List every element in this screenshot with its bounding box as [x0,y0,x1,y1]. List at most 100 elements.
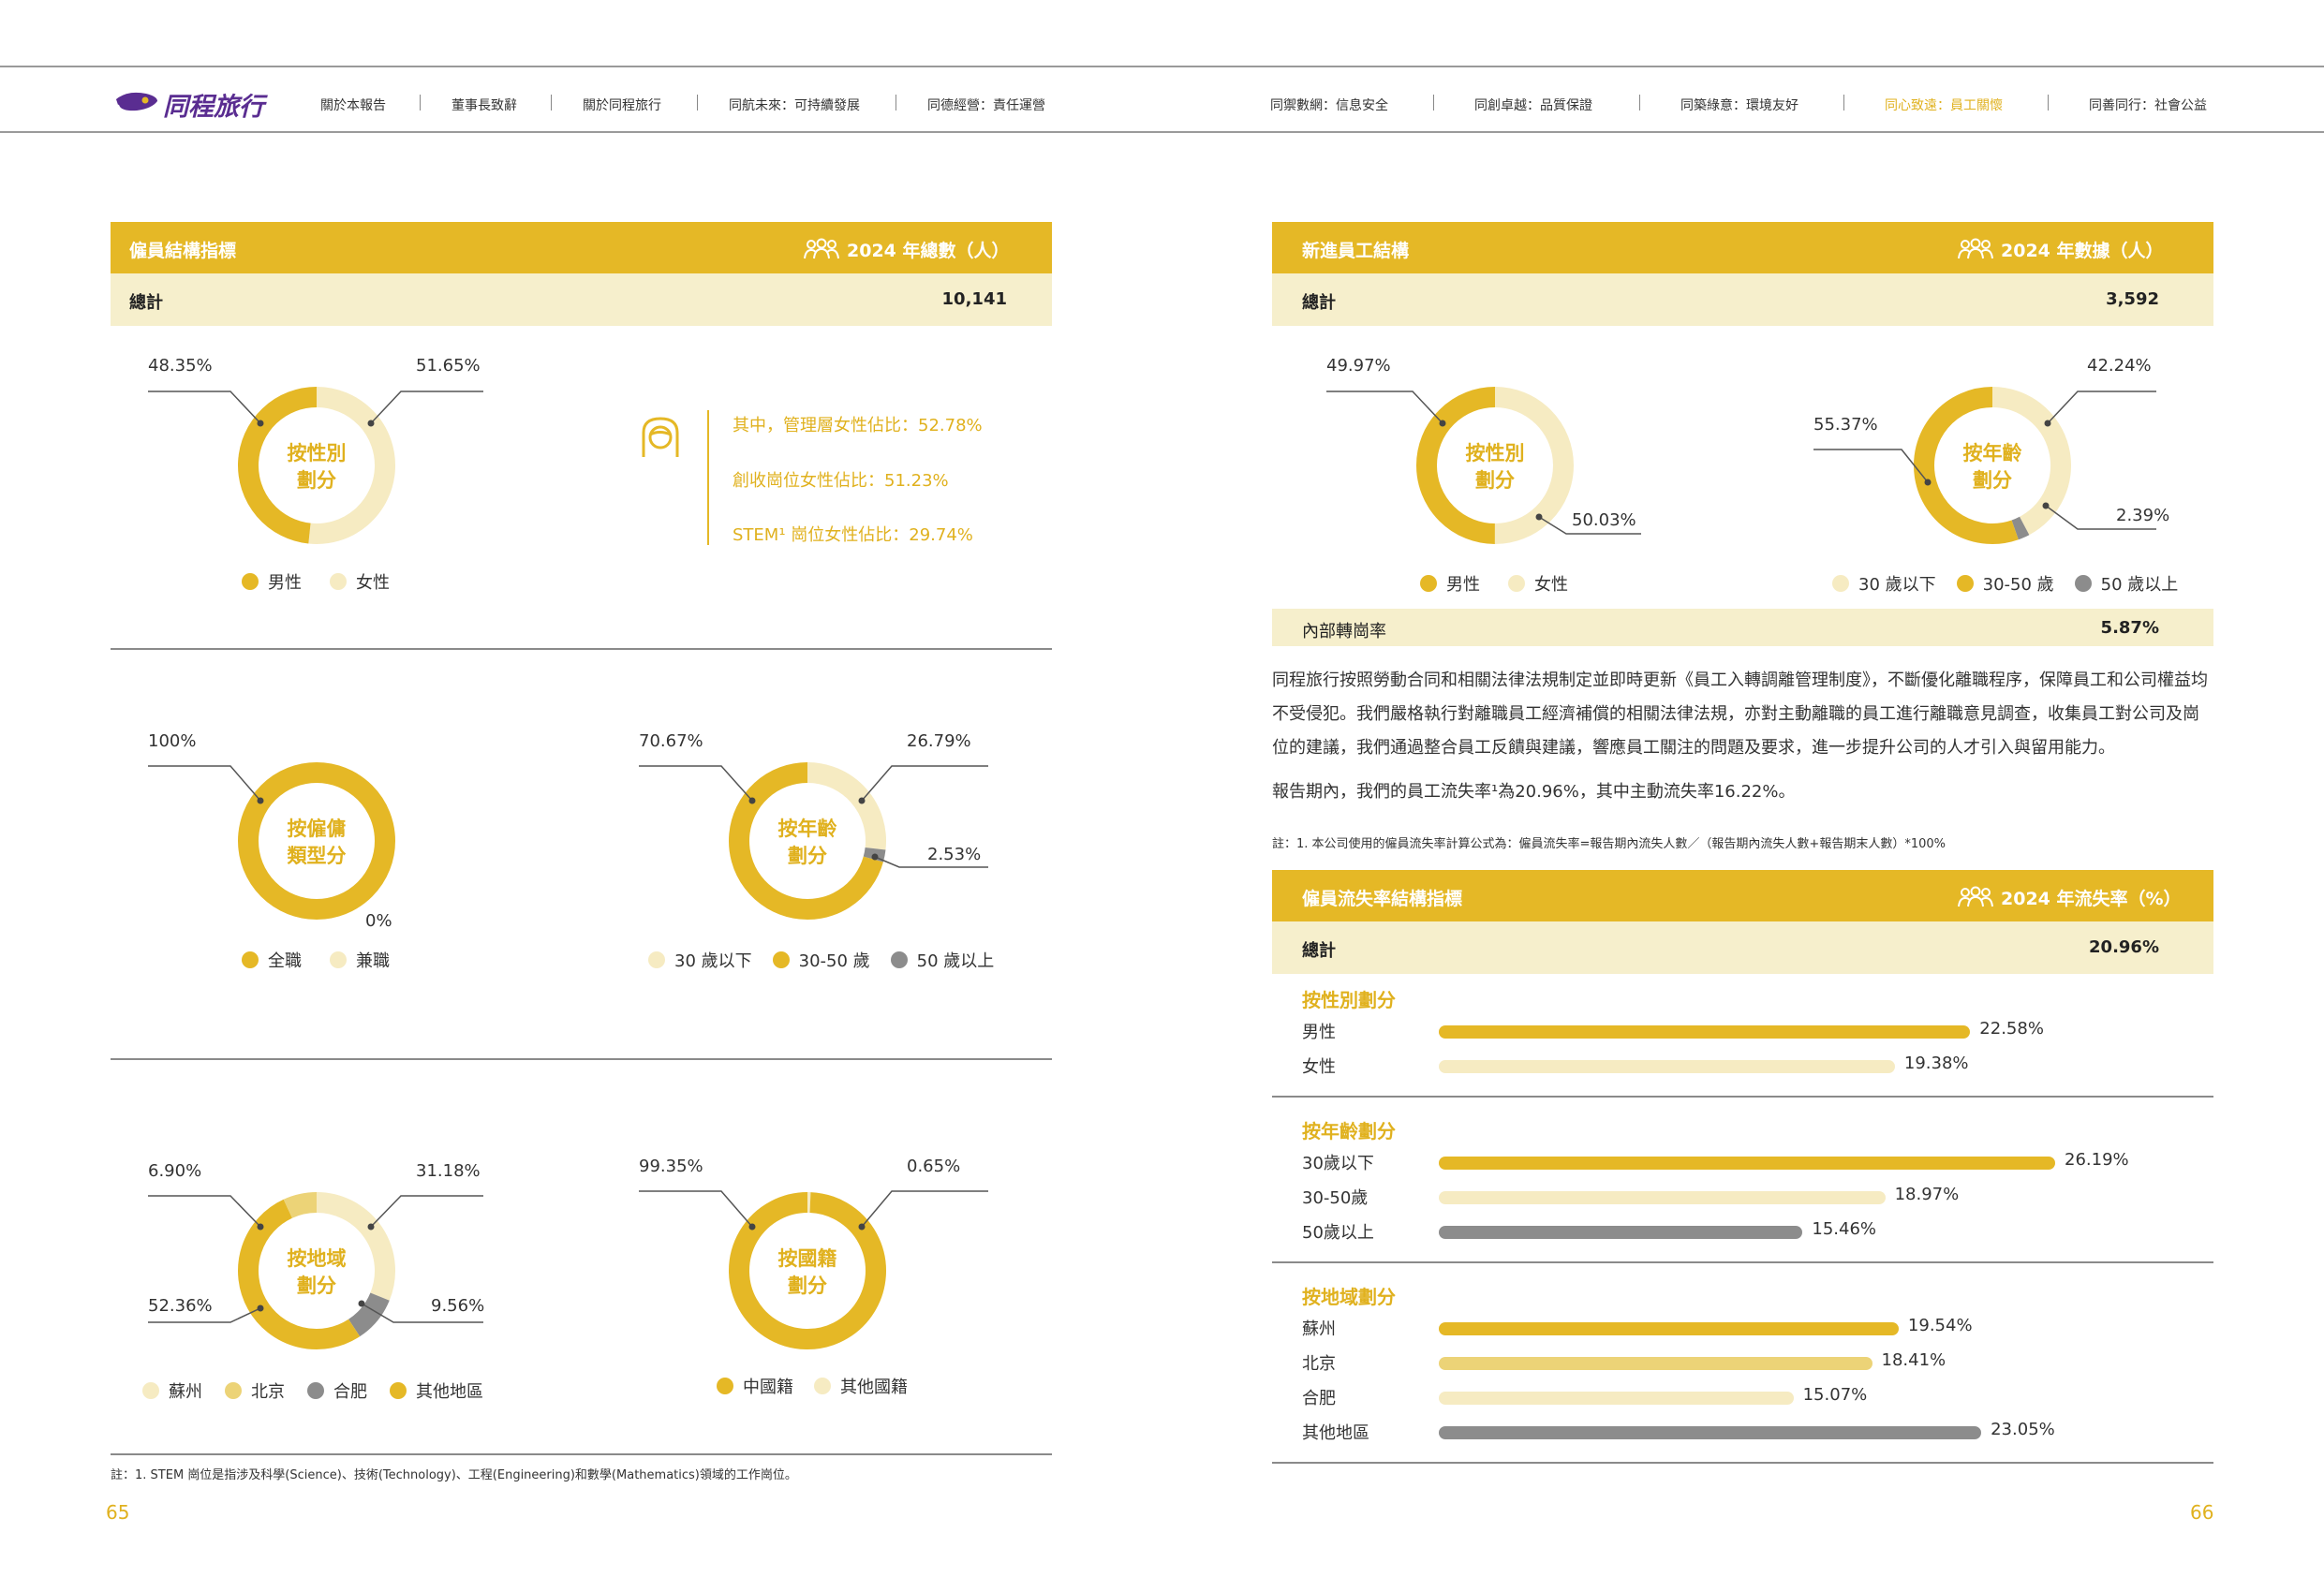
nav-employee-care[interactable]: 同心致遠：員工關懷 [1885,98,2003,113]
region-donut-slice-3 [283,1192,318,1218]
internal-transfer-row: 內部轉崗率 5.87% [1272,609,2213,646]
nav-environment[interactable]: 同築綠意：環境友好 [1680,98,1799,113]
total-label: 總計 [129,293,163,313]
turnover-section-title: 按年齡劃分 [1302,1120,1396,1142]
legend-dot [330,951,347,968]
turnover-total-row: 總計 20.96% [1272,921,2213,974]
region-donut-slice-0 [316,1192,395,1301]
turnover-bar [1439,1191,1886,1204]
new-age-old-label: 2.39% [2116,506,2170,525]
nav-about-company[interactable]: 關於同程旅行 [583,98,661,113]
nav-separator [1433,95,1434,111]
leader-line [2045,505,2156,530]
female-icon [642,417,679,457]
nav-chairman-statement[interactable]: 董事長致辭 [451,98,517,113]
new-gender-legend: 男性 女性 [1420,571,1596,596]
turnover-row-label: 其他地區 [1302,1423,1369,1443]
leader-dot [748,1223,756,1231]
turnover-section-title: 按性別劃分 [1302,989,1396,1011]
nav-sustainability[interactable]: 同航未來：可持續發展 [729,98,860,113]
transfer-value: 5.87% [2100,618,2159,638]
center-line-1: 按國籍 [777,1247,837,1270]
turnover-bar-value: 18.97% [1894,1185,1960,1204]
new-gender-donut-slice-1 [1416,387,1496,544]
turnover-bar-value: 26.19% [2065,1150,2129,1170]
age-donut-slice-2 [729,762,883,920]
age-old-percent-label: 2.53% [927,845,982,864]
turnover-bar-value: 19.54% [1907,1316,1973,1335]
turnover-bar [1439,1322,1899,1335]
male-percent-label: 48.35% [148,356,213,376]
legend-dot [1508,575,1525,592]
center-line-2: 劃分 [297,469,336,492]
section-title: 僱員結構指標 [129,241,237,261]
center-line-2: 劃分 [1973,469,2012,492]
turnover-section-divider [1272,1096,2213,1098]
section-divider [111,1453,1052,1455]
legend-parttime: 兼職 [330,948,390,972]
turnover-bar [1439,1157,2055,1170]
legend-dot [1832,575,1849,592]
new-age-young-label: 42.24% [2087,356,2152,376]
header-right-label: 2024 年流失率（%） [2001,889,2182,909]
female-percent-label: 51.65% [416,356,481,376]
new-age-donut-slice-0 [1991,387,2071,536]
legend-30-50: 30-50 歲 [772,948,870,972]
new-employee-header: 新進員工結構 2024 年數據（人） [1272,222,2213,273]
turnover-bar [1439,1426,1982,1439]
header-right-label: 2024 年總數（人） [847,241,1010,261]
legend-label: 合肥 [333,1382,367,1402]
legend-under30: 30 歲以下 [1832,571,1936,596]
section-divider [111,1058,1052,1060]
age-donut-center: 按年齡 劃分 [761,816,854,870]
turnover-row-label: 30-50歲 [1302,1188,1369,1208]
nav-about-report[interactable]: 關於本報告 [320,98,386,113]
legend-dot [1956,575,1974,592]
center-line-1: 按年齡 [1962,442,2022,464]
nav-separator [1639,95,1640,111]
leader-dot [257,420,264,427]
total-label: 總計 [1302,941,1336,961]
leader-line [361,1303,483,1323]
legend-hefei: 合肥 [307,1378,367,1403]
new-age-legend: 30 歲以下 30-50 歲 50 歲以上 [1832,571,2206,596]
leader-line [1538,516,1641,535]
legend-label: 全職 [268,951,302,971]
total-value: 10,141 [941,289,1007,309]
legend-dot [890,951,908,968]
legend-label: 30 歲以下 [674,951,752,971]
employment-legend: 全職 兼職 [242,948,418,972]
nav-information-security[interactable]: 同禦數網：信息安全 [1270,98,1388,113]
turnover-bar [1439,1025,1971,1039]
new-employee-total-row: 總計 3,592 [1272,273,2213,326]
legend-dot [330,573,347,590]
nav-responsible-operation[interactable]: 同德經營：責任運營 [927,98,1045,113]
legend-chinese: 中國籍 [717,1374,793,1398]
header-right: 2024 年流失率（%） [1958,885,2182,910]
legend-other-region: 其他地區 [390,1378,483,1403]
nav-social-welfare[interactable]: 同善同行：社會公益 [2089,98,2207,113]
turnover-row-label: 男性 [1302,1023,1336,1042]
legend-suzhou: 蘇州 [142,1378,202,1403]
turnover-bar [1439,1060,1895,1073]
gender-donut-slice-0 [308,387,395,544]
turnover-policy-paragraph: 同程旅行按照勞動合同和相關法律法規制定並即時更新《員工入轉調離管理制度》，不斷優… [1272,671,2208,758]
center-line-1: 按年齡 [777,818,837,840]
nav-quality-assurance[interactable]: 同創卓越：品質保證 [1474,98,1592,113]
legend-male: 男性 [242,569,302,594]
header-right: 2024 年總數（人） [804,237,1010,262]
leader-dot [1924,479,1932,486]
new-age-donut-center: 按年齡 劃分 [1946,440,2039,494]
turnover-bar-value: 22.58% [1979,1019,2044,1039]
brand-logo[interactable]: 同程旅行 [114,84,274,122]
leader-dot [1535,513,1543,521]
legend-dot [390,1382,407,1399]
employee-structure-header: 僱員結構指標 2024 年總數（人） [111,222,1052,273]
region-suzhou-label: 31.18% [416,1161,481,1181]
legend-label: 男性 [268,573,302,593]
legend-under30: 30 歲以下 [648,948,752,972]
legend-dot [1420,575,1437,592]
region-donut-slice-1 [348,1292,390,1337]
page-number-right: 66 [2190,1501,2214,1524]
legend-label: 30 歲以下 [1858,575,1936,595]
